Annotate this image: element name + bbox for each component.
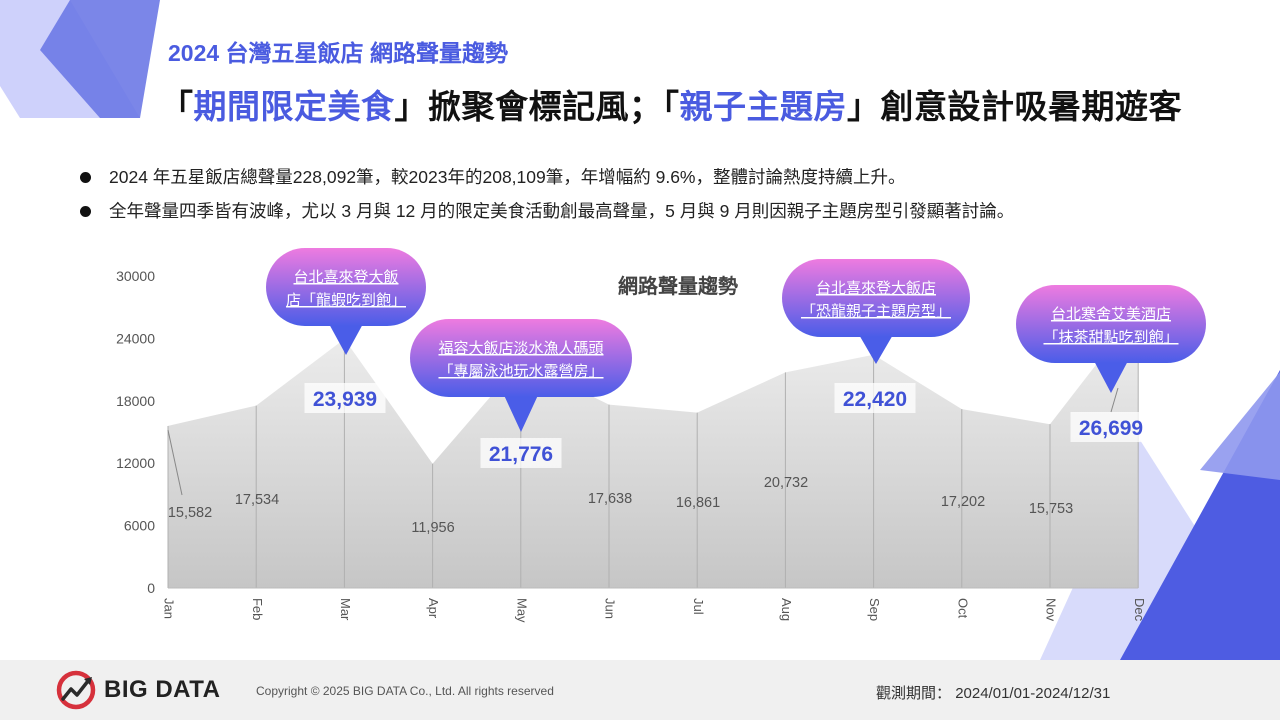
period-value: 2024/01/01-2024/12/31 bbox=[955, 685, 1111, 702]
value-label: 11,956 bbox=[411, 520, 454, 536]
leader-line bbox=[1110, 387, 1119, 413]
value-label-highlight: 22,420 bbox=[843, 388, 907, 411]
headline-middle: 」掀聚會標記風；「 bbox=[394, 88, 680, 125]
bullet-item: 2024 年五星飯店總聲量228,092筆，較2023年的208,109筆，年增… bbox=[78, 160, 1014, 194]
decoration-top-left-dark bbox=[40, 0, 160, 118]
x-tick-label: Mar bbox=[338, 598, 353, 621]
callout-pointer bbox=[1093, 359, 1129, 393]
x-tick-label: Apr bbox=[426, 598, 441, 619]
callout-bubble: 台北寒舍艾美酒店「抹茶甜點吃到飽」 bbox=[1016, 285, 1206, 393]
callout-body bbox=[410, 319, 632, 397]
callout-line1: 台北喜來登大飯店 bbox=[816, 279, 936, 297]
value-label-background bbox=[480, 438, 562, 468]
value-label: 15,753 bbox=[1029, 501, 1073, 517]
y-tick-label: 0 bbox=[147, 580, 155, 596]
value-label-background bbox=[834, 383, 916, 413]
chart-title: 網路聲量趨勢 bbox=[618, 274, 738, 298]
headline-end: 」創意設計吸暑期遊客 bbox=[847, 88, 1182, 125]
big-data-logo-icon bbox=[56, 670, 96, 710]
y-tick-label: 6000 bbox=[124, 518, 155, 534]
value-label: 20,732 bbox=[764, 475, 808, 491]
bullet-text: 2024 年五星飯店總聲量228,092筆，較2023年的208,109筆，年增… bbox=[109, 167, 906, 187]
callout-line2: 「專屬泳池玩水露營房」 bbox=[438, 362, 603, 380]
y-tick-label: 30000 bbox=[116, 268, 155, 284]
x-tick-label: Sep bbox=[867, 598, 882, 621]
period-label: 觀測期間： bbox=[876, 685, 952, 702]
x-tick-label: Jan bbox=[162, 598, 177, 619]
y-tick-label: 24000 bbox=[116, 330, 155, 346]
value-label: 16,861 bbox=[676, 495, 720, 511]
value-label: 17,534 bbox=[235, 492, 279, 508]
callout-body bbox=[266, 248, 426, 326]
value-label: 17,202 bbox=[941, 494, 985, 510]
headline-bracket-open: 「 bbox=[160, 88, 194, 125]
value-label-highlight: 26,699 bbox=[1079, 417, 1143, 440]
leader-line bbox=[167, 429, 183, 496]
observation-period: 觀測期間： 2024/01/01-2024/12/31 bbox=[876, 682, 1110, 703]
area-series bbox=[168, 310, 1139, 588]
callout-line2: 「恐龍親子主題房型」 bbox=[801, 302, 951, 320]
callout-bubble: 台北喜來登大飯店「龍蝦吃到飽」 bbox=[266, 248, 426, 355]
callout-body bbox=[1016, 285, 1206, 363]
headline-highlight-food: 期間限定美食 bbox=[193, 88, 395, 125]
callout-line1: 福容大飯店淡水漁人碼頭 bbox=[438, 339, 603, 357]
value-label-highlight: 23,939 bbox=[313, 388, 377, 411]
value-label: 15,582 bbox=[168, 505, 212, 521]
value-label-background bbox=[1070, 412, 1152, 442]
x-tick-label: Oct bbox=[955, 598, 970, 619]
value-label-background bbox=[304, 383, 386, 413]
x-tick-label: Feb bbox=[250, 598, 265, 620]
callout-line1: 台北寒舍艾美酒店 bbox=[1051, 305, 1171, 323]
page-headline: 「期間限定美食」掀聚會標記風；「親子主題房」創意設計吸暑期遊客 bbox=[160, 80, 1182, 128]
bullet-text: 全年聲量四季皆有波峰，尤以 3 月與 12 月的限定美食活動創最高聲量，5 月與… bbox=[109, 201, 1015, 221]
summary-bullets: 2024 年五星飯店總聲量228,092筆，較2023年的208,109筆，年增… bbox=[78, 160, 1014, 228]
volume-trend-chart: 0 6000 12000 18000 24000 30000 Jan Feb Mar Apr May… bbox=[116, 248, 1206, 623]
bullet-dot-icon bbox=[80, 172, 91, 183]
y-tick-label: 12000 bbox=[116, 455, 155, 471]
footer-bar bbox=[0, 660, 1280, 720]
callout-bubble: 台北喜來登大飯店「恐龍親子主題房型」 bbox=[782, 259, 970, 364]
x-tick-label: Aug bbox=[779, 598, 794, 621]
callout-bubble: 福容大飯店淡水漁人碼頭「專屬泳池玩水露營房」 bbox=[410, 319, 632, 432]
x-tick-label: Dec bbox=[1132, 598, 1147, 622]
callout-pointer bbox=[858, 333, 894, 364]
page-subtitle: 2024 台灣五星飯店 網路聲量趨勢 bbox=[168, 40, 508, 66]
x-tick-label: May bbox=[514, 598, 529, 623]
bullet-dot-icon bbox=[80, 206, 91, 217]
logo-text: BIG DATA bbox=[104, 676, 221, 703]
x-tick-label: Nov bbox=[1044, 598, 1059, 622]
value-label-highlight: 21,776 bbox=[489, 443, 553, 466]
y-tick-label: 18000 bbox=[116, 393, 155, 409]
callout-body bbox=[782, 259, 970, 337]
headline-highlight-room: 親子主題房 bbox=[679, 88, 847, 125]
callout-pointer bbox=[503, 393, 539, 432]
callout-line2: 店「龍蝦吃到飽」 bbox=[286, 291, 406, 309]
value-label: 17,638 bbox=[588, 491, 632, 507]
bullet-item: 全年聲量四季皆有波峰，尤以 3 月與 12 月的限定美食活動創最高聲量，5 月與… bbox=[78, 194, 1014, 228]
x-tick-label: Jul bbox=[691, 598, 706, 615]
callout-line2: 「抹茶甜點吃到飽」 bbox=[1043, 328, 1178, 346]
decoration-bottom-right-mid bbox=[1200, 372, 1280, 480]
x-tick-label: Jun bbox=[603, 598, 618, 619]
callout-pointer bbox=[328, 322, 364, 355]
copyright-text: Copyright © 2025 BIG DATA Co., Ltd. All … bbox=[256, 684, 554, 698]
callout-line1: 台北喜來登大飯 bbox=[293, 268, 398, 286]
